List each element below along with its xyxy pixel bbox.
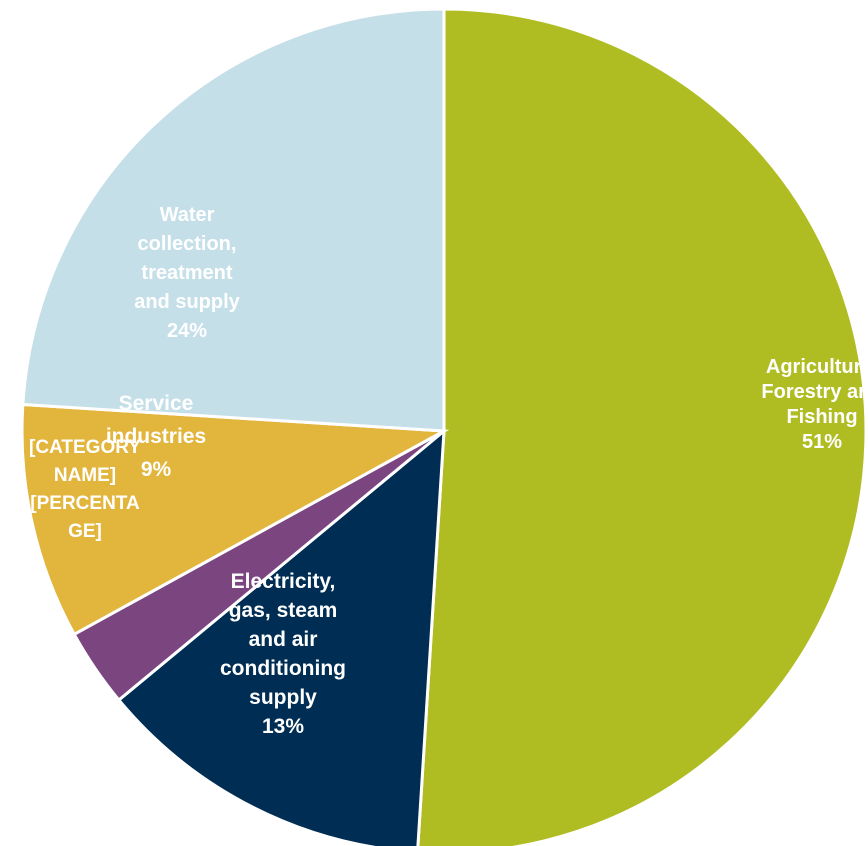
- slice-label-line: Electricity,: [231, 570, 336, 593]
- slice-label-line: and supply: [134, 291, 240, 313]
- slice-label-line: NAME]: [54, 465, 116, 486]
- slice-label-line: 13%: [262, 715, 304, 738]
- slice-label-line: 9%: [141, 458, 172, 481]
- slice-label-line: industries: [106, 425, 206, 448]
- slice-label-line: Fishing: [786, 406, 857, 428]
- slice-label-line: Forestry and: [761, 381, 868, 403]
- pie-slice-5: [23, 9, 444, 431]
- slice-label-line: Water: [160, 204, 215, 226]
- slice-label-line: [PERCENTA: [30, 493, 140, 514]
- slice-label-line: GE]: [68, 521, 102, 542]
- slice-label-line: treatment: [141, 262, 232, 284]
- slice-label-line: collection,: [138, 233, 237, 255]
- slice-label-line: Agriculture,: [766, 356, 868, 378]
- slice-label-line: and air: [249, 628, 318, 651]
- slice-label-line: supply: [249, 686, 317, 709]
- slice-label-line: Service: [119, 392, 194, 415]
- slice-label-line: 24%: [167, 320, 207, 342]
- slice-label-line: conditioning: [220, 657, 346, 680]
- slice-label-line: 51%: [802, 431, 842, 453]
- slice-label-line: gas, steam: [229, 599, 338, 622]
